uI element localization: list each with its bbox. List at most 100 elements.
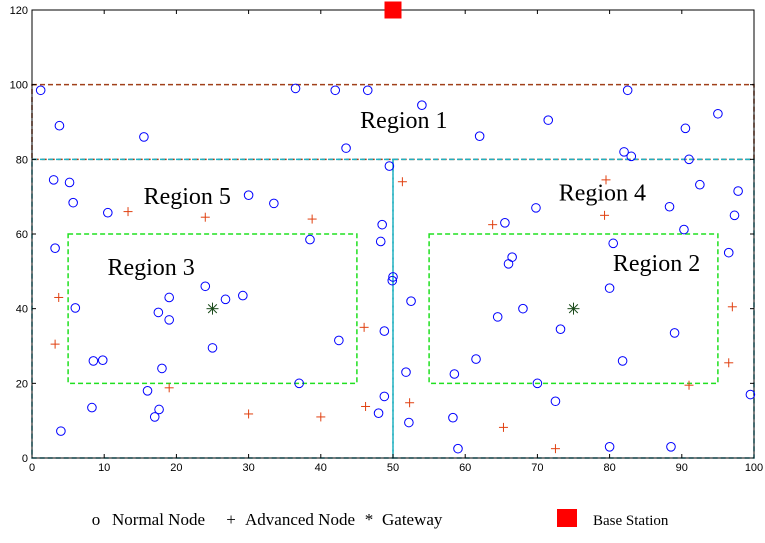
normal-node-point xyxy=(157,363,167,374)
normal-node-point xyxy=(713,108,723,119)
x-tick-label: 50 xyxy=(387,462,399,474)
normal-node-point xyxy=(103,207,113,218)
normal-node-point xyxy=(330,85,341,96)
legend-label: Base Station xyxy=(593,513,669,529)
normal-node-point xyxy=(87,402,97,413)
normal-node-point xyxy=(680,123,691,134)
normal-node-point xyxy=(153,307,164,318)
advanced-node-point xyxy=(601,175,611,185)
normal-node-point xyxy=(373,408,384,419)
points-layer xyxy=(35,1,756,454)
normal-node-point xyxy=(518,303,528,314)
ticks-layer: 0 10 20 30 40 50 60 70 80 90 100 0 20 40 60 80 100 120 xyxy=(10,5,764,474)
normal-node-point xyxy=(139,132,149,142)
region-label: Region 5 xyxy=(144,184,231,210)
normal-node-point xyxy=(70,303,81,313)
x-tick-label: 80 xyxy=(603,462,615,474)
gateway-point-d2 xyxy=(207,303,218,314)
normal-node-point xyxy=(341,143,351,153)
legend-symbol-base-station xyxy=(557,509,577,527)
normal-node-point xyxy=(50,243,60,253)
advanced-node-point xyxy=(200,212,210,222)
normal-node-point xyxy=(507,252,517,262)
normal-node-point xyxy=(664,201,675,212)
legend: o Normal Node + Advanced Node * Gateway Base S… xyxy=(92,509,669,529)
normal-node-point xyxy=(550,396,561,407)
normal-node-point xyxy=(35,85,46,96)
normal-node-point xyxy=(154,404,164,415)
normal-node-point xyxy=(604,283,615,293)
normal-node-point xyxy=(604,442,615,452)
normal-node-point xyxy=(243,190,254,200)
normal-node-point xyxy=(448,412,458,423)
normal-node-point xyxy=(379,391,390,402)
advanced-node-point xyxy=(488,220,498,230)
normal-node-point xyxy=(238,290,248,301)
normal-node-point xyxy=(608,238,619,249)
normal-node-point xyxy=(207,343,218,353)
normal-node-point xyxy=(377,219,387,230)
base-station-point xyxy=(384,1,402,19)
advanced-node-point xyxy=(405,398,415,408)
advanced-node-point xyxy=(164,383,174,393)
legend-symbol: + xyxy=(226,510,236,529)
advanced-node-point xyxy=(316,412,326,422)
normal-node-point xyxy=(733,186,743,196)
normal-node-point xyxy=(387,275,398,286)
region-label: Region 1 xyxy=(360,108,447,134)
normal-node-point xyxy=(54,120,65,131)
advanced-node-point xyxy=(498,422,508,432)
x-tick-label: 10 xyxy=(98,462,110,474)
normal-node-point xyxy=(474,131,485,141)
advanced-node-point xyxy=(727,302,737,312)
normal-node-point xyxy=(294,378,304,389)
x-tick-label: 70 xyxy=(531,462,543,474)
y-tick-label: 120 xyxy=(10,5,28,17)
normal-node-point xyxy=(379,326,390,336)
advanced-node-point xyxy=(307,214,317,224)
x-tick-label: 90 xyxy=(676,462,688,474)
advanced-node-point xyxy=(123,207,133,217)
normal-node-point xyxy=(449,369,460,379)
x-tick-label: 40 xyxy=(315,462,327,474)
region-label: Region 4 xyxy=(559,180,646,206)
legend-label: Gateway xyxy=(382,510,443,529)
advanced-node-point xyxy=(54,292,64,302)
normal-node-point xyxy=(290,83,301,94)
normal-node-point xyxy=(142,386,153,396)
x-tick-label: 0 xyxy=(29,462,35,474)
normal-node-point xyxy=(617,356,628,366)
normal-node-point xyxy=(471,354,481,364)
normal-node-point xyxy=(503,259,514,269)
normal-node-point xyxy=(555,324,566,335)
normal-node-point xyxy=(220,294,231,305)
normal-node-point xyxy=(679,224,689,235)
normal-node-point xyxy=(453,443,463,454)
x-tick-label: 100 xyxy=(745,462,763,474)
normal-node-point xyxy=(619,147,629,157)
normal-node-point xyxy=(164,315,174,325)
normal-node-point xyxy=(56,426,66,436)
normal-node-point xyxy=(695,179,705,190)
normal-node-point xyxy=(729,210,740,221)
gateway-point xyxy=(206,302,219,315)
normal-node-point xyxy=(492,312,503,322)
normal-node-point xyxy=(532,378,543,389)
y-tick-label: 20 xyxy=(16,378,28,390)
normal-node-point xyxy=(48,175,59,185)
normal-node-point xyxy=(723,247,734,258)
x-tick-label: 60 xyxy=(459,462,471,474)
advanced-node-point xyxy=(50,339,60,349)
normal-node-point xyxy=(68,197,78,208)
advanced-node-point xyxy=(724,358,734,368)
normal-node-point xyxy=(384,161,395,171)
normal-node-point xyxy=(745,389,756,400)
legend-symbol: o xyxy=(92,510,101,529)
y-tick-label: 80 xyxy=(16,154,28,166)
normal-node-point xyxy=(406,296,416,307)
region-border-4 xyxy=(67,233,358,385)
advanced-node-point xyxy=(244,409,254,419)
legend-label: Normal Node xyxy=(112,510,205,529)
y-tick-label: 60 xyxy=(16,229,28,241)
